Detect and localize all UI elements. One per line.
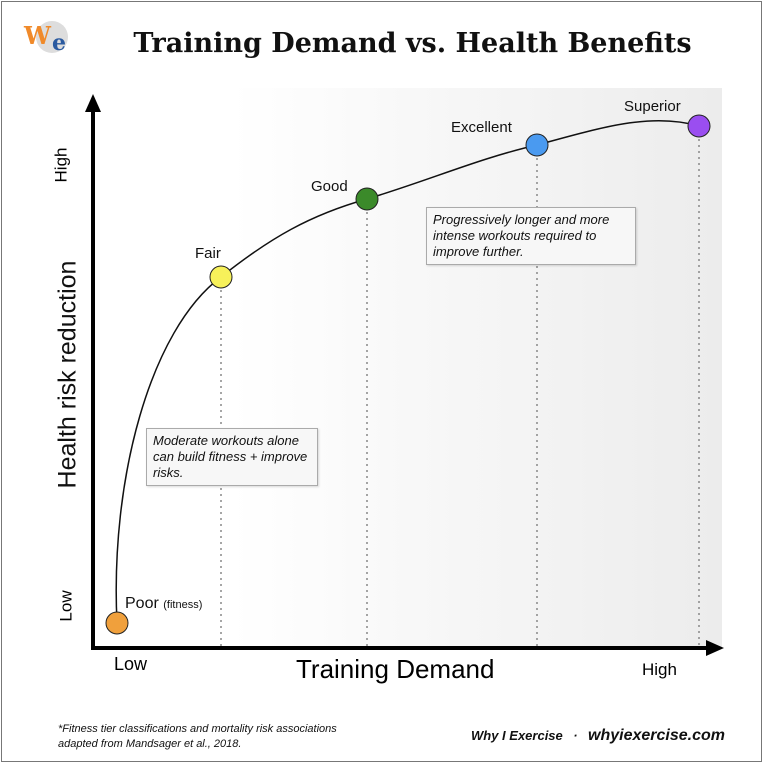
point-label-superior: Superior: [624, 98, 681, 115]
x-axis-low: Low: [114, 654, 148, 674]
y-axis-label: Health risk reduction: [53, 260, 82, 489]
point-label-good: Good: [311, 178, 348, 195]
point-label-excellent: Excellent: [451, 119, 512, 136]
citation-line-2: adapted from Mandsager et al., 2018.: [58, 738, 242, 750]
point-fair: [209, 265, 233, 289]
point-superior: [687, 114, 711, 138]
guide-lines: [220, 139, 700, 646]
x-axis-high: High: [642, 660, 677, 679]
separator: ·: [573, 728, 578, 743]
citation: *Fitness tier classifications and mortal…: [58, 722, 337, 752]
y-axis-label-wrap: Health risk reduction: [40, 240, 100, 520]
note-progressive: Progressively longer and more intense wo…: [426, 207, 636, 265]
point-label-poor: Poor (fitness): [125, 595, 203, 612]
benefit-curve: [115, 119, 700, 624]
site-link[interactable]: whyiexercise.com: [588, 727, 725, 744]
logo: W e: [23, 21, 68, 56]
point-poor: [105, 611, 129, 635]
point-excellent: [525, 133, 549, 157]
brand: Why I Exercise · whyiexercise.com: [471, 727, 725, 745]
point-good: [355, 187, 379, 211]
brand-name: Why I Exercise: [471, 728, 563, 743]
point-label-fair: Fair: [195, 245, 221, 262]
y-axis-high: High: [51, 147, 71, 183]
svg-text:e: e: [52, 30, 66, 56]
x-axis-label: Training Demand: [296, 654, 495, 684]
y-axis-low: Low: [56, 590, 76, 622]
note-moderate: Moderate workouts alone can build fitnes…: [146, 428, 318, 486]
citation-line-1: *Fitness tier classifications and mortal…: [58, 723, 337, 735]
y-axis-arrow: [85, 94, 101, 112]
page-title: Training Demand vs. Health Benefits: [133, 28, 692, 59]
svg-text:W: W: [23, 21, 52, 50]
x-axis-arrow: [706, 640, 724, 656]
shaded-region: [232, 88, 722, 648]
